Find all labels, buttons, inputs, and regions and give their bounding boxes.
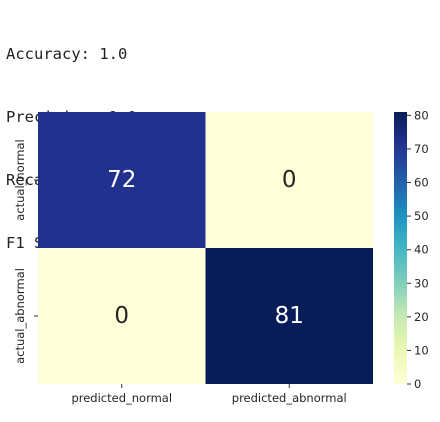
y-tick-label: actual_abnormal [13, 268, 27, 364]
colorbar-tick-label: 60 [414, 176, 429, 190]
heatmap-cell-1-0 [38, 248, 206, 384]
x-tick-label: predicted_normal [71, 391, 172, 405]
cell-value-label: 72 [107, 167, 136, 193]
colorbar-tick-label: 0 [414, 377, 421, 391]
cell-value-label: 0 [282, 167, 297, 193]
colorbar-tick-label: 50 [414, 209, 429, 223]
colorbar-tick-label: 70 [414, 142, 429, 156]
colorbar-tick-label: 80 [414, 108, 429, 122]
heatmap-cell-0-1 [205, 112, 373, 248]
y-tick-label: actual_normal [13, 139, 27, 220]
cell-value-label: 0 [114, 303, 129, 329]
colorbar-tick-label: 40 [414, 243, 429, 257]
cell-value-label: 81 [275, 303, 304, 329]
heatmap-cell-0-0 [38, 112, 206, 248]
accuracy-text: Accuracy: 1.0 [6, 45, 128, 63]
colorbar-tick-label: 10 [414, 343, 429, 357]
x-tick-label: predicted_abnormal [232, 391, 347, 405]
colorbar-tick-label: 30 [414, 276, 429, 290]
colorbar-tick-label: 20 [414, 310, 429, 324]
colorbar [394, 112, 407, 384]
heatmap-cell-1-1 [205, 248, 373, 384]
